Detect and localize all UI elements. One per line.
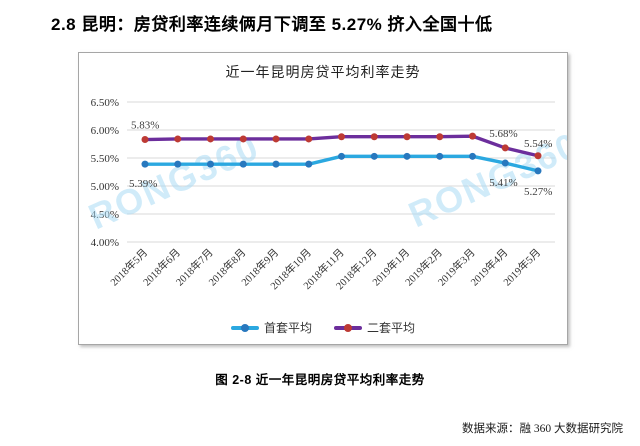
- data-point: [370, 133, 378, 141]
- data-point: [501, 144, 509, 152]
- data-point: [469, 132, 476, 140]
- data-point: [469, 152, 476, 160]
- data-point: [141, 160, 149, 168]
- legend-line-sample-icon: [334, 323, 362, 332]
- data-point: [239, 135, 247, 143]
- data-point: [174, 160, 182, 168]
- data-point: [338, 133, 345, 141]
- data-point: [305, 135, 313, 143]
- data-point: [436, 152, 444, 160]
- y-axis-tick-label: 5.50%: [91, 153, 119, 165]
- data-point: [207, 135, 214, 143]
- legend-label: 二套平均: [367, 321, 416, 335]
- data-point: [436, 133, 444, 141]
- chart-plot: 6.50%6.00%5.50%5.00%4.50%4.00%2018年5月201…: [82, 97, 567, 292]
- figure-caption: 图 2-8 近一年昆明房贷平均利率走势: [215, 373, 425, 387]
- data-point: [174, 135, 182, 143]
- data-point: [338, 152, 345, 160]
- chart-container: 6.50% 6.00% 5.50% 5.00% 4.50% 4.00% 2018年5月 201…: [78, 52, 568, 345]
- data-point: [207, 160, 214, 168]
- data-point: [305, 160, 313, 168]
- point-label: 5.54%: [524, 138, 552, 150]
- point-label: 5.41%: [489, 177, 517, 189]
- legend-dot-icon: [240, 323, 249, 332]
- data-point: [370, 152, 378, 160]
- data-point: [272, 135, 280, 143]
- data-point: [239, 160, 247, 168]
- legend-item-first-home: 首套平均: [230, 319, 312, 336]
- chart-title: 近一年昆明房贷平均利率走势: [225, 66, 421, 81]
- legend-item-second-home: 二套平均: [334, 319, 415, 336]
- y-axis-tick-label: 4.00%: [91, 237, 119, 249]
- page-title: 2.8 昆明：房贷利率连续俩月下调至 5.27% 挤入全国十低: [51, 15, 493, 34]
- point-label: 5.39%: [129, 178, 157, 190]
- legend-line-sample-icon: [230, 323, 259, 332]
- point-label: 5.27%: [524, 186, 552, 198]
- legend-label: 首套平均: [263, 321, 312, 335]
- y-axis-tick-label: 4.50%: [91, 209, 119, 221]
- data-point: [403, 133, 411, 141]
- y-axis-tick-label: 6.50%: [91, 97, 119, 109]
- legend-dot-icon: [344, 323, 352, 332]
- y-axis-tick-label: 5.00%: [91, 181, 119, 193]
- y-axis-tick-label: 6.00%: [91, 125, 119, 137]
- data-point: [534, 167, 542, 175]
- point-label: 5.68%: [489, 128, 517, 140]
- data-point: [403, 152, 411, 160]
- data-point: [272, 160, 280, 168]
- data-point: [534, 152, 542, 160]
- point-label: 5.83%: [131, 120, 159, 132]
- data-source-note: 数据来源：融 360 大数据研究院: [462, 423, 623, 435]
- data-point: [501, 159, 509, 167]
- chart-legend: 首套平均 二套平均: [79, 319, 567, 336]
- data-point: [141, 136, 149, 144]
